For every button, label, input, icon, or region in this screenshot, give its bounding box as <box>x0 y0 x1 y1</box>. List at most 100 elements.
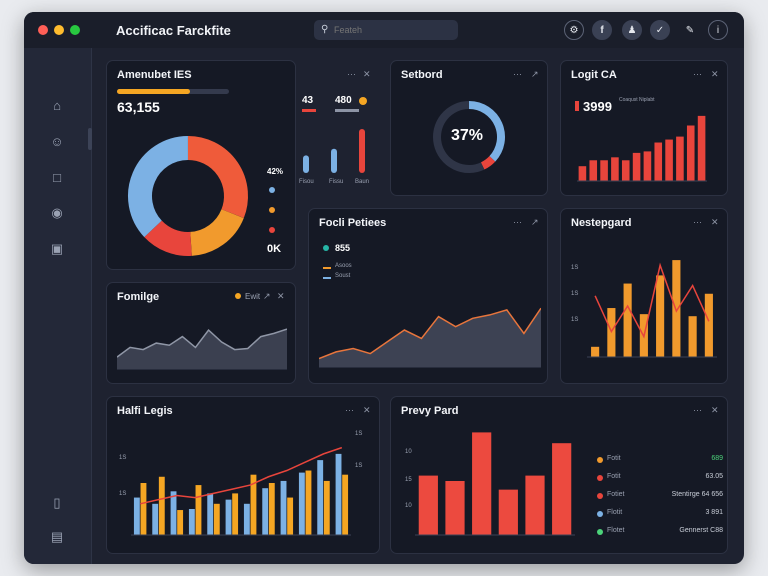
legend-label: Flotit <box>607 509 623 516</box>
bar <box>656 275 665 357</box>
y-tick-2: 10 <box>405 503 412 509</box>
bar <box>195 485 202 535</box>
close-window-button[interactable] <box>38 25 48 35</box>
sidebar-scroll-handle[interactable] <box>88 128 92 150</box>
bar <box>207 493 214 535</box>
legend-label-0: Asoos <box>335 263 352 269</box>
panel-title: Fomilge <box>117 291 160 303</box>
bar <box>305 470 312 535</box>
legend-value: 689 <box>711 455 723 462</box>
bar <box>225 499 232 535</box>
more-icon[interactable]: ··· <box>693 217 702 227</box>
search-input[interactable] <box>334 23 452 37</box>
stat-b-sublabel <box>335 109 359 112</box>
close-icon[interactable]: ✕ <box>363 69 371 79</box>
search-box[interactable]: ⚲ <box>314 20 458 40</box>
bar <box>287 497 294 535</box>
close-icon[interactable]: ✕ <box>711 69 719 79</box>
bar <box>188 509 195 535</box>
close-icon[interactable]: ✕ <box>711 405 719 415</box>
area-fill <box>319 308 541 367</box>
bar <box>600 160 608 181</box>
bar-label-1: Fissu <box>329 179 344 185</box>
bar <box>331 148 337 173</box>
legend-dot-0 <box>269 187 275 193</box>
expand-icon[interactable]: ↗ <box>531 69 539 79</box>
bar <box>665 139 673 181</box>
legend-label: Fotit <box>607 473 621 480</box>
bar <box>317 460 324 535</box>
focli-value: 855 <box>335 243 351 253</box>
more-icon[interactable]: ··· <box>693 405 702 415</box>
legend-value: Stentirge 64 656 <box>671 491 723 498</box>
bar <box>688 316 697 357</box>
bar <box>158 476 165 535</box>
donut-chart <box>128 136 248 256</box>
area-fill <box>117 329 287 369</box>
bar <box>623 283 632 357</box>
more-icon[interactable]: ··· <box>513 217 522 227</box>
help-icon[interactable]: ▯ <box>53 495 61 510</box>
donut-slice <box>468 101 505 162</box>
lock-icon[interactable]: □ <box>53 169 61 185</box>
bar <box>704 293 713 357</box>
more-icon[interactable]: ··· <box>513 69 522 79</box>
bar <box>323 480 330 535</box>
panel-title: Amenubet IES <box>117 69 192 81</box>
expand-icon[interactable]: ↗ <box>263 291 271 301</box>
legend-dot <box>597 457 603 463</box>
bar <box>303 155 309 173</box>
folder-icon[interactable]: ▣ <box>50 241 64 256</box>
home-icon[interactable]: ⌂ <box>53 97 61 113</box>
profile-icon[interactable]: ☺ <box>50 133 64 149</box>
mini-bar-chart <box>303 129 365 173</box>
settings-icon[interactable]: ⚙ <box>564 20 584 40</box>
area-line <box>319 307 541 360</box>
donut-slice <box>189 208 244 256</box>
bar <box>472 432 492 535</box>
legend-percent: 42% <box>267 167 284 176</box>
bar <box>578 166 587 181</box>
panel-title: Halfi Legis <box>117 405 173 417</box>
expand-icon[interactable]: ↗ <box>531 217 539 227</box>
user-icon[interactable]: ♟ <box>622 20 642 40</box>
progress-fill <box>117 89 190 94</box>
panel-title: Nestepgard <box>571 217 632 229</box>
legend-label: Fotiet <box>607 491 625 498</box>
more-icon[interactable]: ··· <box>347 69 356 79</box>
bar <box>262 488 269 535</box>
panel-title: Prevy Pard <box>401 405 459 417</box>
edit-icon[interactable]: ✎ <box>685 24 695 36</box>
close-icon[interactable]: ✕ <box>277 291 285 301</box>
progress-bar <box>117 89 229 94</box>
legend-line-0 <box>323 267 331 269</box>
bar <box>672 260 681 357</box>
y-tick-0: 1S <box>119 455 127 461</box>
panel-prevy: Prevy Pard ··· ✕ 10 15 10 Fotit 689 Foti… <box>390 396 728 554</box>
legend-row: Flotet Gennerst C88 <box>597 525 723 539</box>
settings-icon[interactable]: ▤ <box>50 529 64 544</box>
trend-line <box>140 446 343 505</box>
close-icon[interactable]: ✕ <box>363 405 371 415</box>
more-icon[interactable]: ··· <box>693 69 702 79</box>
bar <box>342 474 349 535</box>
sidebar: ⌂ ☺ □ ◉ ▣ ▯ ▤ <box>24 48 92 564</box>
bar <box>335 453 342 535</box>
maximize-window-button[interactable] <box>70 25 80 35</box>
message-icon[interactable]: ◉ <box>51 205 63 220</box>
close-icon[interactable]: ✕ <box>711 217 719 227</box>
y-tick-2: 1S <box>571 317 579 323</box>
bar <box>243 503 250 535</box>
bookmark-icon[interactable]: ✓ <box>650 20 670 40</box>
minimize-window-button[interactable] <box>54 25 64 35</box>
progress-ring <box>433 101 505 173</box>
info-icon[interactable]: i <box>708 20 728 40</box>
more-icon[interactable]: ··· <box>345 405 354 415</box>
panel-overview: Amenubet IES ··· ✕ 63,155 43 480 Fisou F… <box>106 60 371 270</box>
right-tick-1: 1S <box>355 463 363 469</box>
area-line <box>117 328 287 358</box>
logit-sublabel: Coaqust Niplabt <box>619 97 655 103</box>
legend-dot <box>597 475 603 481</box>
facebook-icon[interactable]: f <box>592 20 612 40</box>
panel-title: Setbord <box>401 69 443 81</box>
